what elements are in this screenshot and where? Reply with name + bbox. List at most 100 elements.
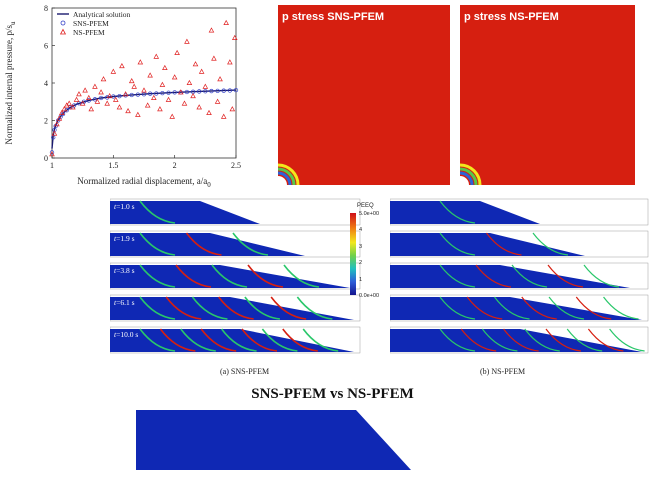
shear-band <box>261 328 298 352</box>
point-sns-pfem <box>221 88 226 93</box>
comparison-heading: SNS-PFEM vs NS-PFEM <box>251 386 414 402</box>
x-axis-label-sub: 0 <box>207 181 211 189</box>
point-ns-pfem <box>220 113 227 119</box>
shear-band <box>232 232 269 256</box>
shear-band <box>139 328 176 352</box>
point-ns-pfem <box>141 87 147 93</box>
point-ns-pfem <box>59 109 65 115</box>
legend-label-ns-pfem: NS-PFEM <box>73 28 105 37</box>
shear-band <box>545 328 582 352</box>
shear-band <box>211 264 248 288</box>
point-ns-pfem <box>229 106 236 112</box>
point-ns-pfem <box>202 83 209 89</box>
point-ns-pfem <box>190 92 196 99</box>
shear-band <box>481 328 518 352</box>
contour-panel-ns-title: p stress NS-PFEM <box>464 11 559 23</box>
shear-band <box>139 200 176 224</box>
point-sns-pfem <box>209 88 214 94</box>
point-ns-pfem <box>157 106 163 112</box>
shear-band <box>241 328 278 352</box>
colorbar-tick-label: 3 <box>359 243 363 250</box>
shear-band <box>247 264 284 288</box>
slope-mass <box>390 265 630 288</box>
shear-band <box>439 264 476 288</box>
shear-band <box>547 264 584 288</box>
point-ns-pfem <box>181 100 188 106</box>
shear-band <box>139 264 176 288</box>
caption-sns: (a) SNS-PFEM <box>220 367 270 376</box>
point-ns-pfem <box>223 19 229 25</box>
slope-mass <box>110 201 260 224</box>
point-ns-pfem <box>159 81 166 87</box>
shear-band <box>511 264 548 288</box>
shear-band <box>486 232 522 256</box>
point-ns-pfem <box>231 34 238 40</box>
point-sns-pfem <box>233 87 239 93</box>
contour-panel-sns: p stress SNS-PFEM <box>278 5 450 185</box>
point-sns-pfem <box>203 89 208 94</box>
point-ns-pfem <box>171 74 178 80</box>
slope-snapshot <box>390 326 649 354</box>
slope-mass <box>390 201 540 224</box>
point-sns-pfem <box>98 95 104 101</box>
y-tick-label: 6 <box>44 42 48 51</box>
point-ns-pfem <box>98 89 104 95</box>
point-ns-pfem <box>169 113 176 119</box>
point-sns-pfem <box>92 97 98 102</box>
legend-swatch-sns-pfem <box>60 20 66 26</box>
shear-band <box>548 296 585 320</box>
point-sns-pfem <box>166 90 171 95</box>
y-tick-label: 4 <box>44 79 48 88</box>
point-sns-pfem <box>197 89 202 94</box>
point-ns-pfem <box>54 121 60 127</box>
cavity-stress-concentration <box>460 163 482 185</box>
point-ns-pfem <box>100 76 107 82</box>
shear-band <box>139 232 176 256</box>
plot-frame <box>51 7 237 159</box>
point-ns-pfem <box>137 59 144 65</box>
point-ns-pfem <box>79 100 86 106</box>
colorbar-gradient <box>350 213 356 295</box>
point-sns-pfem <box>172 90 177 95</box>
point-sns-pfem <box>64 108 69 113</box>
point-sns-pfem <box>160 90 165 96</box>
shear-band <box>532 232 569 256</box>
slope-snapshots-sns: t=1.0 s t=1.9 s t=3.8 s t=6.1 s t=10.0 s <box>110 198 361 354</box>
point-sns-pfem <box>135 92 141 97</box>
cavity-stress-concentration <box>278 163 300 185</box>
point-ns-pfem <box>56 115 63 121</box>
slope-snapshot: t=1.0 s <box>110 198 361 226</box>
y-axis-label: Normalized internal pressure, p/su <box>4 21 17 144</box>
shear-band <box>503 328 539 352</box>
x-axis-label: Normalized radial displacement, a/a0 <box>77 176 211 189</box>
point-ns-pfem <box>82 87 88 93</box>
shear-band <box>521 296 557 320</box>
shear-band <box>587 328 624 352</box>
slope-snapshot: t=1.9 s <box>110 230 361 258</box>
point-ns-pfem <box>227 59 233 65</box>
point-sns-pfem <box>49 150 55 155</box>
shear-band <box>494 296 530 320</box>
x-tick-label: 1.5 <box>108 161 118 170</box>
slope-snapshot: t=10.0 s <box>110 326 361 354</box>
point-ns-pfem <box>198 68 205 74</box>
point-ns-pfem <box>73 96 80 102</box>
point-sns-pfem <box>86 98 91 103</box>
point-ns-pfem <box>144 102 151 108</box>
colorbar-tick-label: 4 <box>359 227 363 234</box>
shear-band <box>583 264 620 288</box>
point-ns-pfem <box>147 72 153 78</box>
point-ns-pfem <box>135 111 141 117</box>
point-ns-pfem <box>88 106 95 112</box>
shear-band <box>200 328 237 352</box>
point-ns-pfem <box>110 68 117 74</box>
slope-snapshot: t=6.1 s <box>110 294 361 322</box>
shear-band <box>439 328 476 352</box>
shear-band <box>139 296 176 320</box>
point-ns-pfem <box>70 104 76 110</box>
shear-band <box>296 296 333 320</box>
point-ns-pfem <box>122 91 129 97</box>
slope-body <box>136 410 411 470</box>
x-tick-label: 2.5 <box>231 161 241 170</box>
